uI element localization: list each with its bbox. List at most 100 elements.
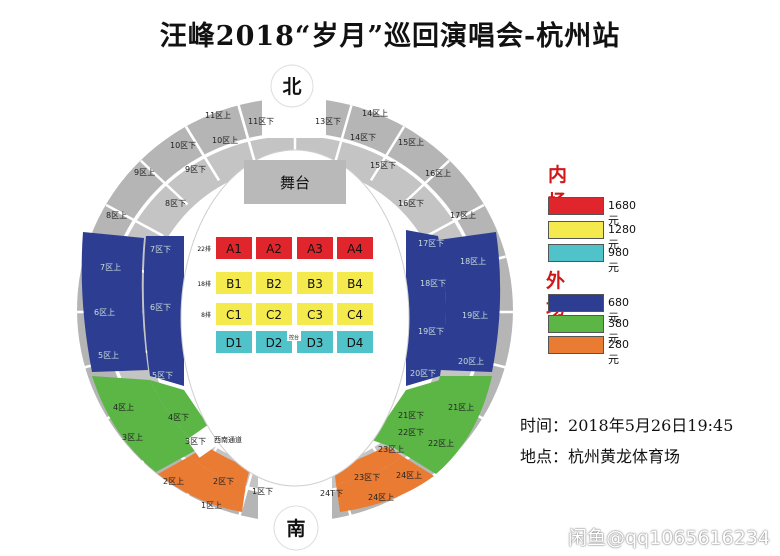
seat-block-d2[interactable]: [256, 331, 292, 353]
seat-block-b3[interactable]: [297, 272, 333, 294]
seat-block-label: B1: [226, 277, 242, 291]
north-label: 北: [282, 76, 301, 98]
label-17-dn: 17区下: [418, 239, 444, 248]
section-blue-east-upper[interactable]: [438, 232, 501, 372]
seat-block-d4[interactable]: [337, 331, 373, 353]
section-labels: 11区上 11区下 10区上 10区下 9区上 9区下 8区上 8区下 7区上 …: [94, 109, 488, 510]
label-24-dn: 24T下: [320, 489, 343, 498]
label-20-dn: 20区下: [410, 369, 436, 378]
seat-block-label: A2: [266, 242, 282, 256]
ring-divider: [401, 159, 451, 206]
label-6-dn: 6区下: [150, 303, 171, 312]
label-18-up: 18区上: [460, 257, 486, 266]
event-time: 时间：2018年5月26日19:45: [520, 412, 733, 436]
southwest-gate-label: 西南通道: [214, 435, 242, 444]
label-20-up: 20区上: [458, 357, 484, 366]
section-blue-west-lower[interactable]: [143, 236, 184, 386]
seat-block-d1[interactable]: [216, 331, 252, 353]
legend-price-1680: 1680元: [608, 199, 636, 227]
section-orange-sw-upper[interactable]: [158, 456, 246, 512]
seat-block-a4[interactable]: [337, 237, 373, 259]
label-10-dn: 10区下: [170, 141, 196, 150]
label-13-dn: 13区下: [315, 117, 341, 126]
seat-block-label: C1: [226, 308, 242, 322]
seat-block-b2[interactable]: [256, 272, 292, 294]
seat-block-c3[interactable]: [297, 303, 333, 325]
section-blue-west-upper[interactable]: [81, 232, 148, 372]
label-22-up: 22区上: [428, 439, 454, 448]
legend-price-680: 680元: [608, 296, 629, 324]
section-orange-se-lower[interactable]: [334, 446, 402, 484]
label-10-up: 10区上: [212, 136, 238, 145]
ring-divider: [333, 104, 353, 166]
section-blue-east-lower[interactable]: [406, 230, 446, 386]
seat-block-label: A3: [307, 242, 323, 256]
section-orange-sw-lower[interactable]: [190, 446, 250, 484]
legend-swatch-yellow: [548, 221, 604, 239]
seat-block-label: C2: [266, 308, 282, 322]
seat-block-label: A4: [347, 242, 363, 256]
legend-price-980: 980元: [608, 246, 629, 274]
seat-block-d3[interactable]: [297, 331, 333, 353]
label-9-up: 9区上: [134, 168, 155, 177]
seat-block-a3[interactable]: [297, 237, 333, 259]
label-23-dn: 23区下: [354, 473, 380, 482]
watermark: 闲鱼@qq1065616234: [567, 527, 770, 549]
event-place-value: 杭州黄龙体育场: [568, 447, 681, 466]
seat-block-c1[interactable]: [216, 303, 252, 325]
inner-field: [180, 149, 410, 487]
stage: [244, 160, 346, 204]
label-2-dn: 2区下: [213, 477, 234, 486]
row-marker-label: 18排: [197, 280, 211, 288]
seat-block-label: D2: [266, 336, 283, 350]
ring-divider: [105, 203, 164, 238]
section-orange-se-upper[interactable]: [336, 456, 434, 512]
seat-block-label: B4: [347, 277, 363, 291]
seat-block-label: B2: [266, 277, 282, 291]
label-4-up: 4区上: [113, 403, 134, 412]
label-7-up: 7区上: [100, 263, 121, 272]
label-14-up: 14区上: [362, 109, 388, 118]
seat-block-a1[interactable]: [216, 237, 252, 259]
stage-label: 舞台: [280, 174, 310, 192]
label-24-up-b: 24区上: [396, 471, 422, 480]
ring-divider: [237, 104, 257, 166]
section-green-se-upper[interactable]: [394, 376, 492, 474]
seat-block-b4[interactable]: [337, 272, 373, 294]
legend-swatch-blue: [548, 294, 604, 312]
seat-block-b1[interactable]: [216, 272, 252, 294]
page-title: 汪峰2018“岁月”巡回演唱会-杭州站: [159, 21, 621, 52]
label-19-dn: 19区下: [418, 327, 444, 336]
seat-block-c2[interactable]: [256, 303, 292, 325]
ring-divider: [184, 126, 221, 182]
seat-block-label: C4: [347, 308, 363, 322]
seat-block-a2[interactable]: [256, 237, 292, 259]
label-18-dn: 18区下: [420, 279, 446, 288]
label-5-up: 5区上: [98, 351, 119, 360]
ring-divider: [426, 203, 485, 238]
legend-price-280: 280元: [608, 338, 629, 366]
mixer-label: 控台: [289, 334, 299, 341]
legend-price-380: 380元: [608, 317, 629, 345]
section-green-se-lower[interactable]: [372, 380, 440, 448]
label-8-dn: 8区下: [165, 199, 186, 208]
label-17-up: 17区上: [450, 211, 476, 220]
south-marker: [273, 505, 319, 551]
label-23-up: 23区上: [378, 445, 404, 454]
label-3-dn: 3区下: [185, 437, 206, 446]
event-time-label: 时间：: [520, 416, 569, 435]
label-16-up: 16区上: [425, 169, 451, 178]
seat-block-c4[interactable]: [337, 303, 373, 325]
label-21-up: 21区上: [448, 403, 474, 412]
label-1-dn: 1区下: [252, 487, 273, 496]
label-14-dn: 14区下: [350, 133, 376, 142]
mixer-console: [287, 331, 301, 341]
label-15-dn: 15区下: [370, 161, 396, 170]
legend-swatch-red: [548, 197, 604, 215]
label-1-up: 1区上: [201, 501, 222, 510]
label-15-up: 15区上: [398, 138, 424, 147]
ring-divider: [139, 159, 189, 206]
section-green-sw-upper[interactable]: [92, 376, 200, 472]
seat-block-label: D1: [226, 336, 243, 350]
